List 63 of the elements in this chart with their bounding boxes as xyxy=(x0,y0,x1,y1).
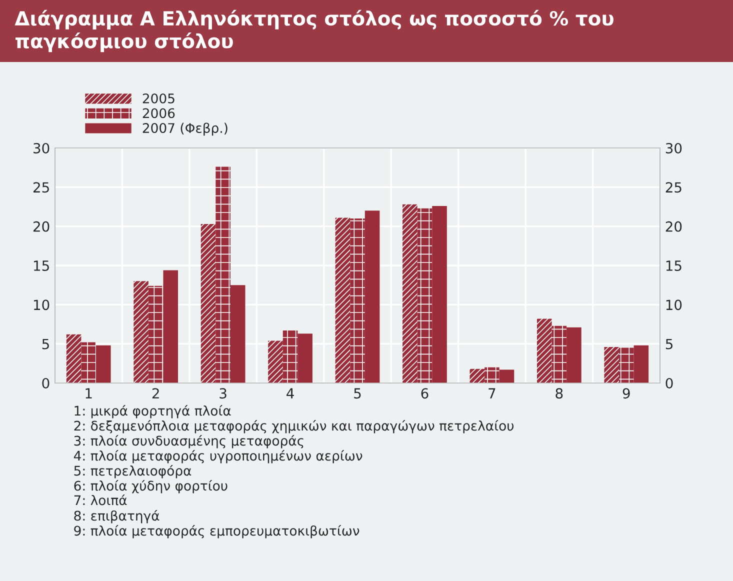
bar xyxy=(432,206,447,383)
bar xyxy=(335,218,350,383)
bar xyxy=(268,340,283,383)
y-tick-label: 25 xyxy=(33,182,49,193)
legend-label: 2006 xyxy=(142,108,175,118)
text: 8: επιβατηγά xyxy=(74,510,160,524)
bar xyxy=(81,342,96,383)
y2-tick-label: 25 xyxy=(666,182,682,193)
bar xyxy=(96,345,111,383)
x-tick-label: 4 xyxy=(286,388,294,398)
bar xyxy=(604,346,619,383)
text: 1: μικρά φορτηγά πλοία xyxy=(74,405,231,418)
y2-tick-label: 30 xyxy=(666,142,682,154)
bar xyxy=(536,318,552,383)
text: 2: δεξαμενόπλοια μεταφοράς χημικών και παραγώγων πετρελαίου xyxy=(74,420,514,434)
y2-tick-label: 20 xyxy=(666,221,682,232)
bar xyxy=(470,368,485,383)
y-tick-label: 30 xyxy=(34,142,50,154)
y-tick-label: 10 xyxy=(34,300,50,310)
bar xyxy=(148,286,164,383)
bar xyxy=(566,327,582,383)
bar xyxy=(134,281,148,383)
bar xyxy=(618,348,634,383)
legend-label: 2005 xyxy=(142,93,174,104)
x-tick-label: 2 xyxy=(152,388,159,398)
bar xyxy=(484,367,500,383)
bar xyxy=(402,204,418,383)
y-tick-label: 0 xyxy=(42,378,50,388)
x-tick-label: 3 xyxy=(220,388,226,399)
y2-tick-label: 5 xyxy=(666,338,672,350)
chart-title: Διάγραμμα Α Ελληνόκτητος στόλος ως ποσοστό % του παγκόσμιου στόλου xyxy=(14,10,614,52)
x-tick-label: 8 xyxy=(556,388,563,399)
text: 3: πλοία συνδυασμένης μεταφοράς xyxy=(74,435,304,448)
bar xyxy=(230,285,246,383)
bar xyxy=(417,208,432,383)
text: 6: πλοία χύδην φορτίου xyxy=(74,480,228,494)
y-tick-label: 5 xyxy=(42,338,49,350)
x-tick-label: 7 xyxy=(488,388,496,398)
bar xyxy=(163,270,178,383)
bar xyxy=(298,334,312,383)
bar xyxy=(282,330,298,383)
x-tick-label: 6 xyxy=(421,388,428,399)
bar xyxy=(499,370,514,383)
y2-tick-label: 15 xyxy=(666,260,682,271)
bar xyxy=(634,345,649,383)
bar xyxy=(350,218,365,383)
legend-label: 2007 (Φεβρ.) xyxy=(142,122,228,136)
x-tick-label: 1 xyxy=(86,388,92,398)
text: 5: πετρελαιοφόρα xyxy=(74,465,192,478)
y2-tick-label: 0 xyxy=(666,378,673,388)
bar xyxy=(364,210,380,383)
bar xyxy=(66,334,82,383)
bar xyxy=(200,224,216,383)
bar xyxy=(552,326,567,383)
y-tick-label: 20 xyxy=(33,221,50,232)
x-tick-label: 9 xyxy=(622,388,630,399)
y2-tick-label: 10 xyxy=(666,300,682,310)
bar xyxy=(216,166,230,383)
text: 7: λοιπά xyxy=(74,494,127,506)
text: 4: πλοία μεταφοράς υγροποιημένων αερίων xyxy=(74,450,362,464)
y-tick-label: 15 xyxy=(34,260,49,271)
x-tick-label: 5 xyxy=(354,388,361,399)
text: 9: πλοία μεταφοράς εμπορευματοκιβωτίων xyxy=(74,525,360,538)
